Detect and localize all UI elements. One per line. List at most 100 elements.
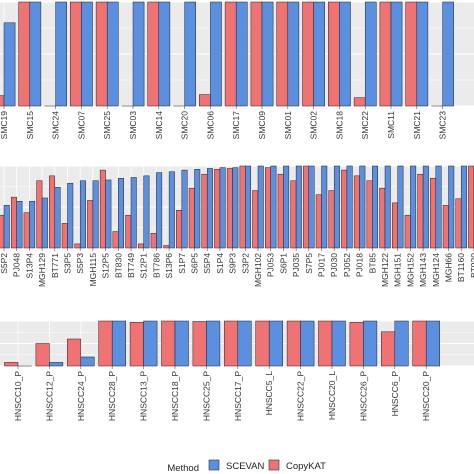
bar-scevan <box>41 197 48 249</box>
panel-2: S5P2 PJ048 S13P4 MGH129 BT771 S3P5 S5P3 MGH115 S… <box>0 165 474 287</box>
bar-copykat <box>4 362 19 367</box>
bar-scevan <box>181 169 188 249</box>
bar-scevan <box>359 165 366 249</box>
bar-copykat <box>176 210 183 249</box>
panel-1: SMC19 SMC15 SMC24 SMC07 SMC25 SMC03 SMC14 SMC20… <box>0 1 474 140</box>
bar-scevan <box>245 165 252 249</box>
x-tick-label: HNSCC25_P <box>201 371 211 421</box>
x-tick-label: S12P1 <box>139 253 149 279</box>
x-tick-label: SMC07 <box>76 111 86 140</box>
x-tick-label: MGH66 <box>444 253 454 283</box>
x-tick-label: HNSCC26_P <box>358 371 368 421</box>
x-tick-label: S13P4 <box>24 253 34 279</box>
bar-scevan <box>143 320 158 367</box>
x-tick-label: HNSCC10_P <box>13 371 23 421</box>
bar-copykat <box>70 1 82 107</box>
x-tick-label: SMC19 <box>0 111 9 140</box>
x-tick-label: SMC17 <box>231 111 241 140</box>
x-tick-label: MGH151 <box>393 253 403 287</box>
bar-scevan <box>232 167 239 249</box>
bar-scevan <box>105 179 112 249</box>
x-tick-label: HNSCC18_P <box>170 371 180 421</box>
bar-scevan <box>54 187 61 249</box>
bar-copykat <box>328 190 335 249</box>
bar-scevan <box>67 182 74 249</box>
bar-scevan <box>55 1 67 107</box>
bar-copykat <box>112 231 119 249</box>
bar-copykat <box>381 331 396 367</box>
x-tick-label: HNSCC28_P <box>107 371 117 421</box>
bar-scevan <box>29 201 36 249</box>
x-tick-label: SMC20 <box>180 111 190 140</box>
bar-copykat <box>226 168 233 249</box>
bar-copykat <box>412 320 427 367</box>
x-tick-label: BT786 <box>151 253 161 278</box>
x-tick-label: HNSCC12_P <box>44 371 54 421</box>
x-tick-label: PJ035 <box>291 253 301 277</box>
bar-scevan <box>106 1 119 107</box>
bar-copykat <box>353 175 360 249</box>
bar-copykat <box>224 1 237 107</box>
x-tick-label: S5P2 <box>0 253 9 274</box>
bar-scevan <box>206 168 213 249</box>
bar-copykat <box>147 1 160 107</box>
bar-copykat <box>98 320 113 367</box>
bar-scevan <box>460 165 467 249</box>
legend-title: Method <box>167 463 199 474</box>
x-tick-label: S7P5 <box>304 253 314 274</box>
bar-copykat <box>379 187 386 249</box>
bar-scevan <box>331 320 346 367</box>
bar-copykat <box>366 180 373 249</box>
bar-scevan <box>210 1 222 107</box>
bar-copykat <box>163 245 170 249</box>
bar-scevan <box>184 1 196 107</box>
x-tick-label: S1P4 <box>215 253 225 274</box>
bar-scevan <box>168 171 175 249</box>
bar-scevan <box>111 320 126 367</box>
panel-3: HNSCC10_P HNSCC12_P HNSCC24_P HNSCC28_P HNSC… <box>0 320 474 421</box>
bar-scevan <box>283 165 290 249</box>
chart-panels: SMC19 SMC15 SMC24 SMC07 SMC25 SMC03 SMC14 SMC20… <box>0 1 474 421</box>
x-tick-label: PJ017 <box>317 253 327 277</box>
bar-scevan <box>321 165 328 249</box>
x-tick-label: SMC25 <box>102 111 112 140</box>
x-tick-label: S1P7 <box>177 253 187 274</box>
x-tick-label: SMC24 <box>51 111 61 140</box>
x-tick-label: HNSCC24_P <box>76 371 86 421</box>
bar-copykat <box>318 320 333 367</box>
bar-copykat <box>417 173 424 249</box>
bar-copykat <box>61 223 68 249</box>
bar-scevan <box>118 178 125 249</box>
legend-swatch-copykat <box>268 459 280 471</box>
x-tick-label: SMC02 <box>309 111 319 140</box>
x-tick-label: S5P4 <box>202 253 212 274</box>
bar-copykat <box>391 202 398 249</box>
bar-copykat <box>87 200 94 249</box>
x-tick-label: MGH115 <box>88 253 98 287</box>
bar-scevan <box>156 172 163 249</box>
x-tick-label: SMC14 <box>154 111 164 140</box>
bar-scevan <box>339 1 351 107</box>
bar-copykat <box>99 169 106 249</box>
bar-scevan <box>425 320 440 367</box>
bar-scevan <box>442 1 454 107</box>
x-tick-label: MGH102 <box>253 253 263 287</box>
bar-copykat <box>286 320 301 367</box>
bar-copykat <box>67 338 82 367</box>
bar-scevan <box>158 1 171 107</box>
bar-scevan <box>364 1 377 107</box>
bar-copykat <box>150 232 157 249</box>
x-tick-label: PJ052 <box>342 253 352 277</box>
bar-copykat <box>192 321 207 367</box>
bar-scevan <box>372 165 379 249</box>
bar-copykat <box>430 178 437 249</box>
x-tick-label: MGH122 <box>380 253 390 287</box>
x-tick-label: SMC09 <box>257 111 267 140</box>
bar-scevan <box>219 167 226 249</box>
x-tick-label: HNSCC6_P <box>390 371 400 417</box>
x-tick-label: SMC11 <box>386 111 396 139</box>
bar-scevan <box>394 320 409 367</box>
bar-copykat <box>199 94 211 107</box>
bar-copykat <box>137 243 144 249</box>
x-tick-label: PJ048 <box>12 253 22 277</box>
